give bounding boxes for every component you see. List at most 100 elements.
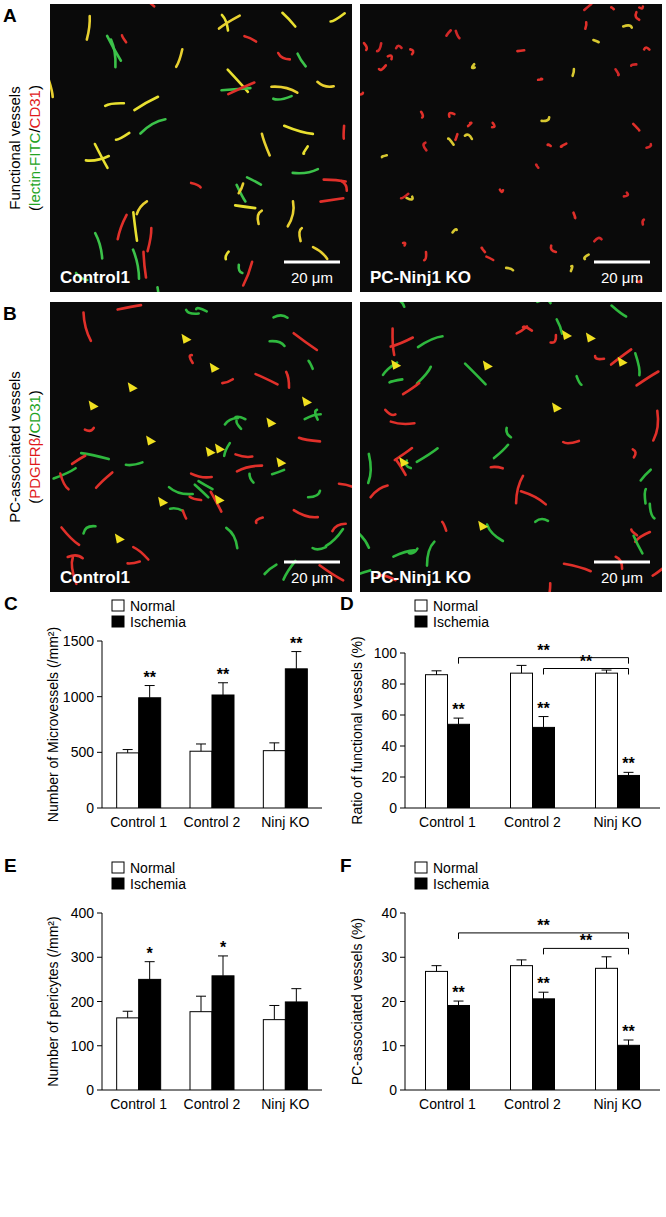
vessel-texture [594, 238, 601, 241]
y-tick [400, 1090, 405, 1091]
vessel-texture [409, 549, 418, 554]
error-line [628, 1040, 629, 1045]
vessel-texture [455, 134, 457, 140]
legend-swatch [112, 616, 124, 627]
vessel-texture [633, 449, 636, 457]
vessel-texture [190, 355, 193, 363]
error-line [606, 957, 607, 969]
legend: NormalIschemia [415, 598, 489, 630]
vessel-texture [305, 414, 321, 419]
vessel-texture [87, 16, 90, 39]
error-cap [602, 956, 612, 957]
error-line [521, 960, 522, 966]
vessel-texture [634, 536, 643, 554]
vessel-texture [84, 313, 91, 341]
error-line [274, 1005, 275, 1019]
vessel-texture [382, 155, 387, 157]
vessel-texture [635, 532, 650, 542]
error-cap [602, 670, 612, 671]
vessel-texture [107, 36, 121, 61]
vessel-texture [564, 564, 591, 571]
y-tick-label: 0 [389, 1082, 397, 1098]
vessel-texture [331, 13, 345, 21]
micrograph: PC-Ninj1 KO20 μm [352, 300, 666, 601]
y-tick [97, 808, 102, 809]
micrograph: PC-Ninj1 KO20 μm [354, 4, 662, 292]
arrowhead [276, 457, 286, 467]
vessel-texture [563, 441, 579, 443]
error-cap [269, 1005, 279, 1006]
error-bar [454, 718, 464, 724]
vessel-texture [521, 491, 546, 504]
bar [263, 1020, 285, 1090]
vessel-texture [487, 525, 503, 541]
panel-letter: A [3, 5, 17, 26]
vessel-texture [616, 69, 619, 75]
stain-part: lectin-FITC [26, 132, 43, 206]
vessel-texture [417, 367, 431, 384]
texture [50, 4, 347, 292]
vessel-texture [294, 333, 317, 350]
vessel-texture [500, 190, 503, 192]
vessel-texture [288, 201, 294, 226]
vessel-texture [449, 113, 454, 117]
stain-part: CD31 [26, 395, 43, 433]
legend-label: Normal [433, 860, 478, 876]
stain-label: (lectin-FITC/CD31) [26, 85, 43, 211]
vessel-texture [517, 49, 524, 52]
bar [190, 751, 212, 808]
plot-area [117, 652, 308, 808]
vessel-texture [643, 220, 644, 225]
x-tick-label: Control 1 [110, 1096, 167, 1112]
micrograph-bg [50, 302, 352, 592]
error-cap [123, 1011, 133, 1012]
vessel-texture [265, 565, 277, 574]
legend-label: Ischemia [130, 876, 186, 892]
significance: ** [622, 1023, 635, 1040]
y-tick-label: 1000 [63, 689, 94, 705]
vessel-texture [585, 22, 586, 28]
error-bar [539, 717, 549, 728]
error-line [223, 956, 224, 976]
vessel-texture [54, 468, 76, 478]
vessel-texture [191, 183, 201, 188]
vessel-texture [243, 262, 252, 286]
y-tick-label: 0 [86, 1082, 94, 1098]
y-axis-label: PC-associated vessels (%) [349, 918, 365, 1085]
arrowhead [89, 401, 99, 411]
error-line [223, 683, 224, 695]
vessel-texture [247, 177, 261, 184]
x-tick-label: Control 2 [504, 814, 561, 830]
legend-label: Ischemia [433, 614, 489, 630]
scale-bar [594, 261, 650, 264]
error-bar [291, 989, 301, 1002]
texture [54, 305, 352, 584]
vessel-texture [133, 250, 139, 279]
arrowhead [483, 361, 493, 371]
y-axis-label: Number of pericytes (/mm²) [45, 916, 61, 1086]
error-line [543, 717, 544, 728]
x-tick-label: Ninj KO [261, 1096, 309, 1112]
legend-label: Normal [130, 860, 175, 876]
chart: ENumber of pericytes (/mm²)0100200300400… [4, 855, 322, 1112]
chart: FPC-associated vessels (%)010203040Contr… [340, 855, 660, 1112]
bar [426, 971, 448, 1090]
arrowhead [181, 334, 191, 344]
scale-bar [284, 261, 340, 264]
x-tick-label: Ninj KO [261, 814, 309, 830]
vessel-texture [395, 448, 412, 460]
error-line [296, 989, 297, 1002]
vessel-texture [482, 248, 485, 252]
vessel-texture [183, 511, 186, 519]
y-tick-label: 400 [71, 905, 95, 921]
panel-letter: F [340, 855, 352, 876]
vessel-texture [548, 145, 551, 146]
vessel-texture [653, 565, 662, 576]
vessel-texture [390, 379, 403, 382]
vessel-texture [186, 310, 199, 314]
error-line [436, 671, 437, 675]
y-axis-label: Ratio of functional vessels (%) [349, 636, 365, 824]
bar [511, 673, 533, 808]
vessel-texture [506, 268, 513, 270]
vessel-texture [191, 474, 212, 478]
